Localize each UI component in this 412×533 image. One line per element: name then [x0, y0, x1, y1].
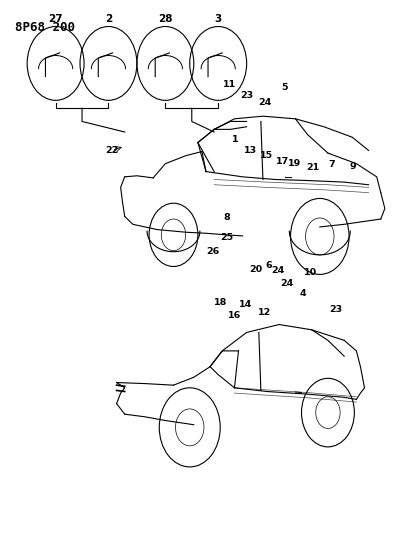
- Text: 7: 7: [329, 160, 335, 169]
- Text: 24: 24: [258, 99, 272, 108]
- Text: 21: 21: [306, 163, 319, 172]
- Text: 3: 3: [215, 14, 222, 24]
- Text: 8: 8: [224, 214, 230, 222]
- Text: 4: 4: [300, 289, 306, 298]
- Text: 6: 6: [266, 261, 272, 270]
- Text: 24: 24: [281, 279, 294, 288]
- Text: 19: 19: [288, 159, 301, 168]
- Text: 5: 5: [281, 83, 288, 92]
- Text: 18: 18: [213, 298, 227, 307]
- Text: 15: 15: [260, 151, 274, 160]
- Text: 11: 11: [223, 80, 236, 89]
- Text: 25: 25: [220, 233, 233, 242]
- Text: 14: 14: [239, 300, 253, 309]
- Text: 28: 28: [158, 14, 173, 24]
- Text: 12: 12: [258, 309, 272, 318]
- Text: 10: 10: [304, 268, 317, 277]
- Text: 1: 1: [232, 135, 239, 144]
- Text: 17: 17: [276, 157, 289, 166]
- Text: 27: 27: [48, 14, 63, 24]
- Text: 23: 23: [240, 91, 253, 100]
- Text: 23: 23: [330, 305, 343, 314]
- Text: 20: 20: [249, 265, 262, 273]
- Text: 13: 13: [244, 146, 257, 155]
- Text: 8P68 200: 8P68 200: [15, 21, 75, 34]
- Text: 24: 24: [272, 266, 285, 275]
- Text: 22: 22: [105, 146, 118, 155]
- Text: 26: 26: [207, 247, 220, 256]
- Text: 16: 16: [228, 311, 241, 319]
- Text: 2: 2: [105, 14, 112, 24]
- Text: 9: 9: [350, 162, 356, 171]
